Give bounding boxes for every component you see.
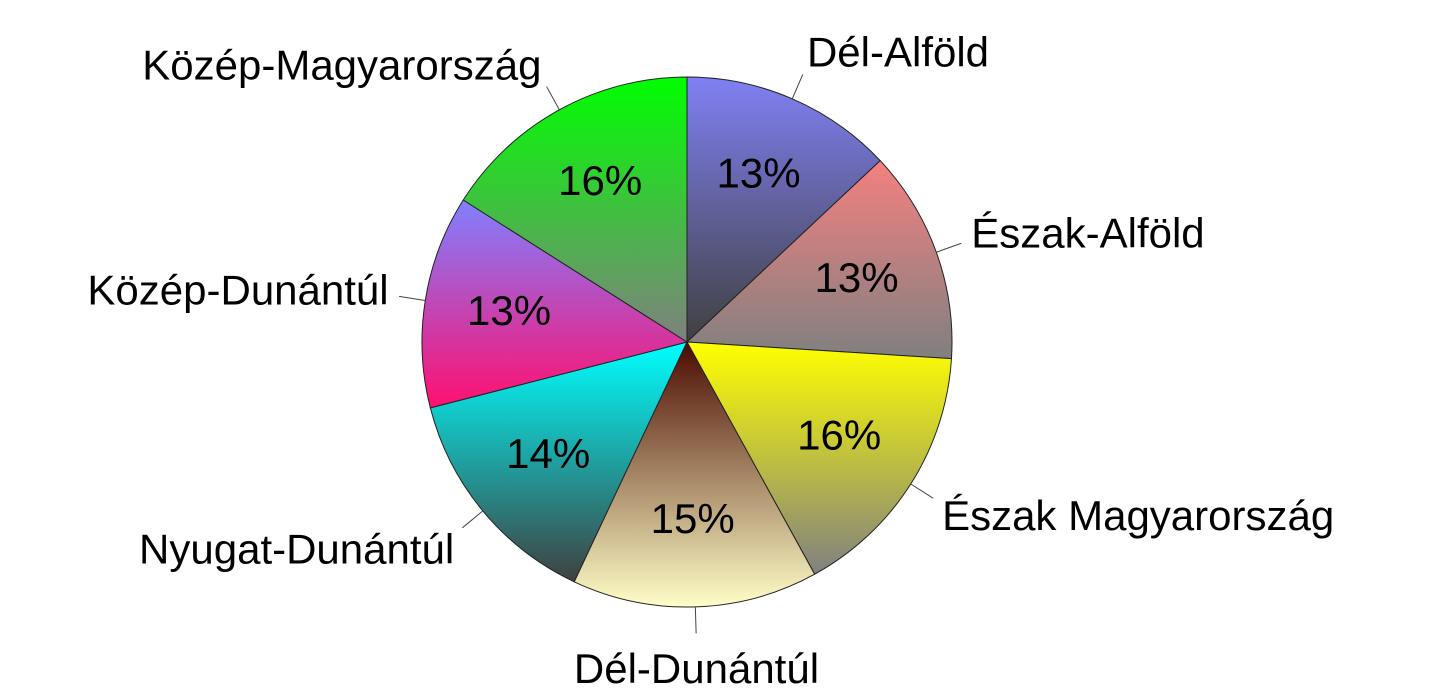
leader-line xyxy=(546,86,560,111)
value-label: 16% xyxy=(558,157,642,204)
category-label: Nyugat-Dunántúl xyxy=(139,526,454,573)
leader-line xyxy=(910,483,934,499)
leader-line xyxy=(399,295,426,302)
value-label: 13% xyxy=(717,150,801,197)
value-label: 14% xyxy=(506,430,590,477)
leader-line xyxy=(936,242,962,253)
leader-line xyxy=(694,606,697,634)
value-label: 13% xyxy=(467,287,551,334)
category-label: Észak Magyarország xyxy=(942,492,1334,539)
category-label: Közép-Magyarország xyxy=(142,42,541,89)
category-label: Észak-Alföld xyxy=(971,209,1204,256)
category-label: Közép-Dunántúl xyxy=(87,266,388,313)
category-label: Dél-Dunántúl xyxy=(574,645,819,692)
value-label: 15% xyxy=(651,495,735,542)
leader-line xyxy=(791,74,804,99)
pie-slice xyxy=(573,340,816,608)
value-label: 13% xyxy=(815,254,899,301)
value-label: 16% xyxy=(797,412,881,459)
leader-line xyxy=(462,510,484,529)
pie-slice xyxy=(686,341,953,575)
category-label: Dél-Alföld xyxy=(807,29,989,76)
